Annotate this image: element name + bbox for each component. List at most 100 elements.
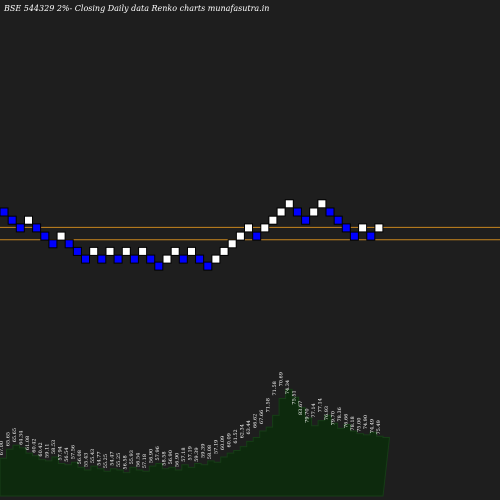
price-label: 63.44 (246, 420, 252, 434)
renko-brick-up (105, 246, 115, 256)
renko-brick-down (154, 261, 164, 271)
price-label: 65.65 (6, 432, 12, 446)
renko-brick-down (333, 215, 343, 225)
price-label: 56.54 (136, 453, 142, 467)
renko-brick-up (56, 231, 66, 241)
price-label: 79.70 (305, 408, 311, 422)
volume-area-shape (0, 388, 391, 497)
renko-brick-down (15, 223, 25, 233)
price-label: 59.11 (45, 444, 51, 458)
price-label: 71.58 (266, 398, 272, 412)
price-label: 61.52 (233, 429, 239, 443)
price-label: 58.53 (51, 440, 57, 454)
renko-brick-down (48, 239, 58, 249)
price-label: 83.67 (298, 401, 304, 415)
price-label: 60.09 (227, 433, 233, 447)
price-label: 54.47 (110, 451, 116, 465)
renko-brick-up (244, 223, 253, 233)
renko-brick-up (260, 223, 270, 233)
price-label: 66.62 (253, 414, 259, 428)
volume-area (0, 388, 391, 497)
renko-brick-up (317, 199, 327, 209)
price-label: 57.19 (188, 446, 194, 460)
price-label: 55.43 (90, 449, 96, 463)
price-label: 75.49 (376, 420, 382, 434)
renko-brick-down (178, 254, 188, 264)
price-label: 78.18 (350, 416, 356, 430)
price-label: 64.34 (19, 431, 25, 445)
renko-brick-up (138, 246, 148, 256)
renko-brick-up (268, 215, 278, 225)
price-label: 76.66 (344, 414, 350, 428)
price-label: 75.00 (357, 418, 363, 432)
price-label: 77.14 (311, 403, 317, 417)
price-label: 70.69 (279, 372, 285, 386)
renko-brick-down (292, 207, 302, 217)
price-label: 76.93 (324, 406, 330, 420)
renko-brick-down (195, 254, 205, 264)
price-label: 65.65 (12, 428, 18, 442)
price-label: 55.25 (116, 453, 122, 467)
renko-brick-down (341, 223, 351, 233)
renko-brick-down (301, 215, 311, 225)
price-label: 67.66 (259, 410, 265, 424)
renko-brick-down (72, 246, 82, 256)
renko-brick-down (146, 254, 156, 264)
renko-brick-down (203, 261, 213, 271)
price-label: 55.43 (84, 453, 90, 467)
renko-brick-down (97, 254, 107, 264)
price-label: 74.90 (363, 415, 369, 429)
price-label: 71.58 (272, 381, 278, 395)
renko-brick-down (366, 231, 376, 241)
price-label: 59.39 (201, 444, 207, 458)
price-label: 60.42 (38, 442, 44, 456)
renko-brick-down (129, 254, 139, 264)
price-label: 55.93 (129, 450, 135, 464)
price-label: 57.96 (155, 446, 161, 460)
price-label: 78.36 (337, 407, 343, 421)
price-label: 56.58 (123, 455, 129, 469)
price-label: 57.19 (214, 440, 220, 454)
price-label: 62.34 (240, 424, 246, 438)
renko-brick-down (252, 231, 262, 241)
renko-brick-down (0, 207, 9, 217)
renko-bricks (0, 199, 384, 271)
renko-brick-up (211, 254, 221, 264)
renko-brick-up (219, 246, 229, 256)
renko-brick-down (40, 231, 50, 241)
renko-brick-down (7, 215, 17, 225)
renko-brick-up (162, 254, 172, 264)
price-label: 74.34 (285, 380, 291, 394)
price-label: 57.56 (71, 445, 77, 459)
renko-brick-up (374, 223, 384, 233)
price-label: 56.90 (175, 453, 181, 467)
price-label: 60.09 (220, 436, 226, 450)
price-label: 56.90 (168, 450, 174, 464)
renko-brick-down (325, 207, 335, 217)
renko-brick-up (227, 239, 237, 249)
price-label: 60.42 (32, 438, 38, 452)
price-label: 61.08 (25, 436, 31, 450)
renko-brick-down (349, 231, 359, 241)
price-label: 57.94 (58, 446, 64, 460)
price-label: 74.49 (370, 419, 376, 433)
renko-brick-up (235, 231, 245, 241)
price-label: 75.51 (292, 390, 298, 404)
renko-brick-up (358, 223, 368, 233)
renko-brick-up (89, 246, 99, 256)
renko-brick-down (113, 254, 123, 264)
renko-brick-down (32, 223, 42, 233)
price-label: 58.58 (162, 451, 168, 465)
renko-brick-up (24, 215, 33, 225)
price-label: 77.14 (318, 398, 324, 412)
price-label: 67.00 (0, 441, 5, 455)
price-label: 57.18 (142, 454, 148, 468)
price-label: 58.08 (207, 445, 213, 459)
renko-brick-down (81, 254, 90, 264)
renko-brick-up (284, 199, 294, 209)
renko-brick-up (121, 246, 131, 256)
price-label: 56.90 (149, 449, 155, 463)
